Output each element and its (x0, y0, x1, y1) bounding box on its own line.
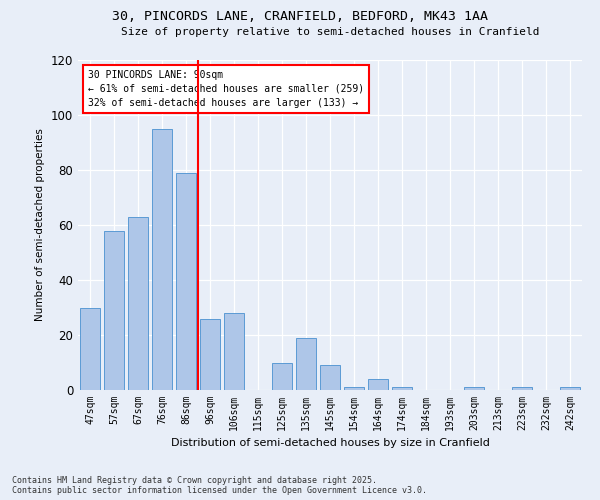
Bar (200, 318, 220, 390)
Bar (296, 338, 316, 390)
Bar (512, 387, 532, 390)
Bar (104, 230, 124, 390)
Title: Size of property relative to semi-detached houses in Cranfield: Size of property relative to semi-detach… (121, 27, 539, 37)
Bar (272, 362, 292, 390)
Bar (176, 173, 196, 390)
Bar (152, 128, 172, 390)
X-axis label: Distribution of semi-detached houses by size in Cranfield: Distribution of semi-detached houses by … (170, 438, 490, 448)
Bar (344, 387, 364, 390)
Bar (80, 308, 100, 390)
Bar (392, 387, 412, 390)
Bar (320, 365, 340, 390)
Text: 30 PINCORDS LANE: 90sqm
← 61% of semi-detached houses are smaller (259)
32% of s: 30 PINCORDS LANE: 90sqm ← 61% of semi-de… (88, 70, 364, 108)
Y-axis label: Number of semi-detached properties: Number of semi-detached properties (35, 128, 45, 322)
Text: Contains HM Land Registry data © Crown copyright and database right 2025.
Contai: Contains HM Land Registry data © Crown c… (12, 476, 427, 495)
Bar (464, 387, 484, 390)
Bar (368, 379, 388, 390)
Text: 30, PINCORDS LANE, CRANFIELD, BEDFORD, MK43 1AA: 30, PINCORDS LANE, CRANFIELD, BEDFORD, M… (112, 10, 488, 23)
Bar (128, 217, 148, 390)
Bar (560, 387, 580, 390)
Bar (224, 313, 244, 390)
